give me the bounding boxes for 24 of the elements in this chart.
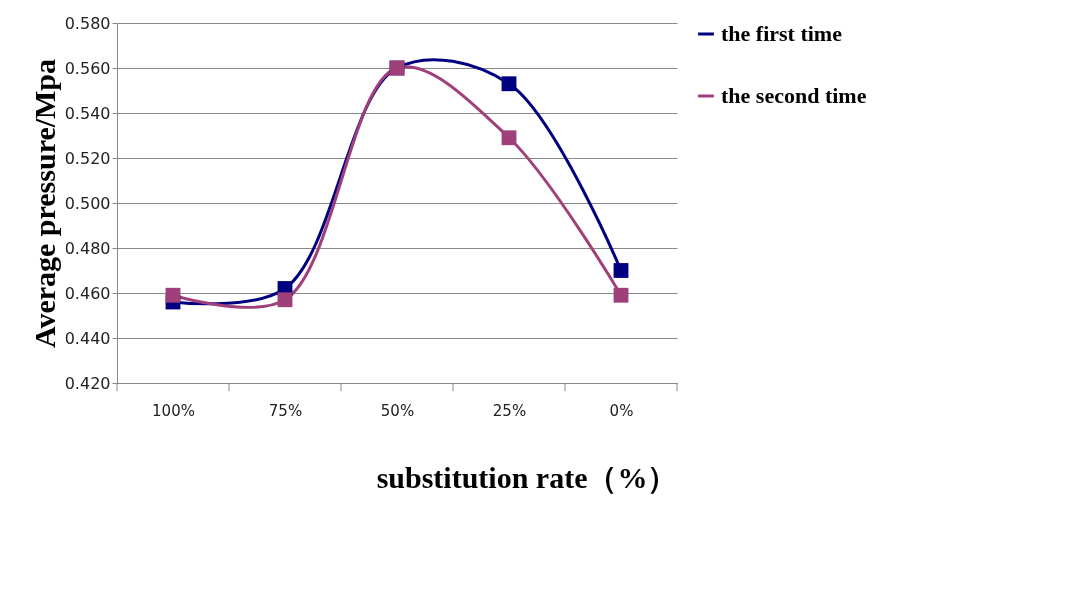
y-tick-label: 0.560 [64, 58, 111, 78]
point [165, 287, 181, 303]
x-tick-label: 100% [152, 401, 195, 420]
point [613, 263, 629, 278]
point [501, 76, 517, 92]
y-tick-label: 0.520 [64, 148, 111, 168]
x-tick-label: 50% [380, 401, 415, 420]
y-axis-title: Average pressure/Mpa [27, 58, 61, 349]
point [613, 287, 629, 303]
y-tick-label: 0.440 [64, 328, 111, 348]
y-tick-label: 0.460 [64, 283, 111, 303]
x-tick-label: 25% [492, 401, 527, 420]
point [501, 130, 517, 146]
legend-label: the first time [721, 21, 843, 46]
y-tick-label: 0.580 [64, 13, 111, 33]
y-tick-label: 0.540 [64, 103, 111, 123]
x-tick-label: 0% [609, 401, 634, 420]
y-tick-label: 0.420 [64, 373, 111, 393]
x-tick-label: 75% [268, 401, 303, 420]
legend-label: the second time [721, 83, 867, 108]
point [277, 292, 293, 308]
x-axis-title: substitution rate（%） [376, 460, 678, 494]
y-tick-label: 0.500 [64, 193, 111, 213]
y-tick-label: 0.480 [64, 238, 111, 258]
